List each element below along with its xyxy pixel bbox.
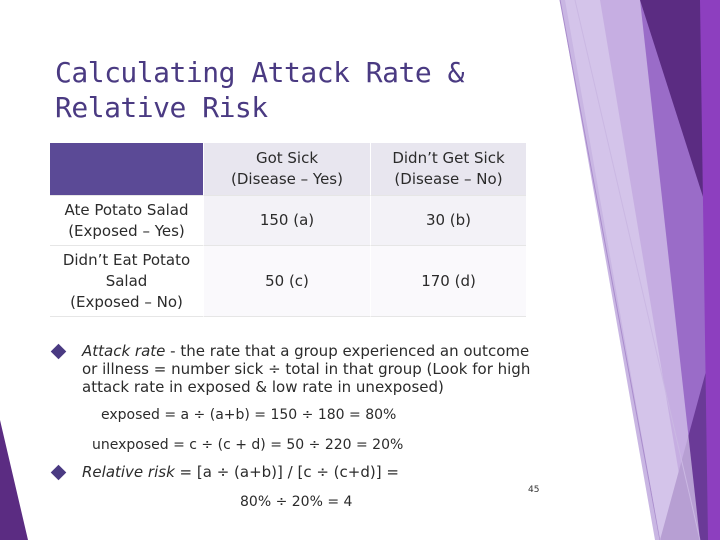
table-row: Didn’t Eat Potato Salad (Exposed – No) 5… <box>50 246 526 317</box>
slide-title: Calculating Attack Rate & Relative Risk <box>55 55 485 125</box>
attack-rate-bullet: Attack rate - the rate that a group expe… <box>82 342 542 396</box>
unexposed-calculation: unexposed = c ÷ (c + d) = 50 ÷ 220 = 20% <box>92 437 404 453</box>
attack-rate-definition: - the rate that a group experienced an o… <box>82 342 531 396</box>
page-number: 45 <box>528 485 540 495</box>
relative-risk-bullet: Relative risk = [a ÷ (a+b)] / [c ÷ (c+d)… <box>82 463 542 481</box>
contingency-table: Got Sick (Disease – Yes) Didn’t Get Sick… <box>50 143 526 317</box>
title-line-1: Calculating Attack Rate & <box>55 56 464 89</box>
attack-rate-term: Attack rate <box>82 342 166 360</box>
relative-risk-term: Relative risk <box>82 463 175 481</box>
table-corner-cell <box>50 143 203 196</box>
table-header-row: Got Sick (Disease – Yes) Didn’t Get Sick… <box>50 143 526 196</box>
cell-a: 150 (a) <box>203 196 370 246</box>
header-didnt-get-sick: Didn’t Get Sick (Disease – No) <box>370 143 526 196</box>
right-soft-band <box>565 0 700 540</box>
bottom-left-wedge <box>0 420 28 540</box>
relative-risk-formula: = [a ÷ (a+b)] / [c ÷ (c+d)] = <box>174 463 399 481</box>
row-label-unexposed: Didn’t Eat Potato Salad (Exposed – No) <box>50 246 203 317</box>
table-row: Ate Potato Salad (Exposed – Yes) 150 (a)… <box>50 196 526 246</box>
row-label-exposed: Ate Potato Salad (Exposed – Yes) <box>50 196 203 246</box>
title-line-2: Relative Risk <box>55 91 268 124</box>
right-accent-band <box>700 0 720 540</box>
relative-risk-result: 80% ÷ 20% = 4 <box>240 494 353 510</box>
decor-line-1 <box>559 0 661 540</box>
exposed-calculation: exposed = a ÷ (a+b) = 150 ÷ 180 = 80% <box>101 407 397 423</box>
top-right-dark <box>640 0 720 250</box>
cell-d: 170 (d) <box>370 246 526 317</box>
cell-c: 50 (c) <box>203 246 370 317</box>
cell-b: 30 (b) <box>370 196 526 246</box>
header-got-sick: Got Sick (Disease – Yes) <box>203 143 370 196</box>
